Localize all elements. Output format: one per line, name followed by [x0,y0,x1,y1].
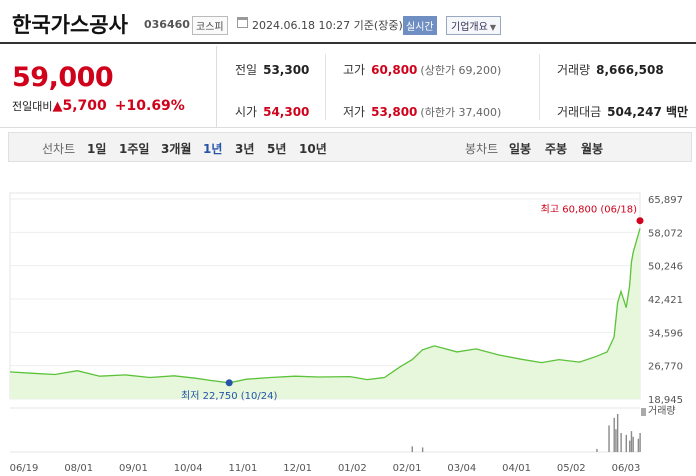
change-percent: +10.69% [114,98,185,114]
x-tick-label: 11/01 [228,463,257,474]
stat-value: 60,800 [371,63,418,77]
low-point-marker [225,379,233,387]
stock-header: 한국가스공사 036460 코스피 2024.06.18 10:27 기준(장중… [0,0,696,44]
stat-label: 저가 [343,105,366,119]
lower-limit: (하한가 37,400) [420,106,502,119]
stat-prev: 전일 53,300 [235,61,309,78]
line-chart-label: 선차트 [42,142,76,156]
candle-chart-label: 봉차트 [465,142,499,156]
y-tick-label: 42,421 [648,295,683,306]
stat-label: 시가 [235,105,258,119]
x-tick-label: 05/02 [557,463,586,474]
stat-volume: 거래량 8,666,508 [557,61,664,78]
calendar-icon [237,17,248,28]
volume-bar [629,440,631,452]
x-tick-label: 02/01 [393,463,422,474]
y-tick-label: 26,770 [648,362,683,373]
volume-bar [632,436,634,452]
tab-10-years[interactable]: 10년 [299,142,327,156]
stat-amount: 거래대금 504,247 백만 [557,103,688,120]
volume-bar [630,431,633,452]
stat-low: 저가 53,800 (하한가 37,400) [343,103,501,120]
stat-label: 고가 [343,63,366,77]
divider [539,54,540,120]
stat-open: 시가 54,300 [235,103,309,120]
y-tick-label: 50,246 [648,262,683,273]
tab-5-years[interactable]: 5년 [267,142,287,156]
realtime-button[interactable]: 실시간 [403,16,437,35]
divider [325,54,326,120]
x-tick-label: 01/02 [338,463,367,474]
y-tick-label: 18,945 [648,395,683,406]
tab-monthly-candle[interactable]: 월봉 [581,142,604,156]
x-tick-label: 09/01 [119,463,148,474]
upper-limit: (상한가 69,200) [420,64,502,77]
stat-value: 504,247 백만 [607,105,689,119]
x-tick-label: 06/19 [10,463,39,474]
stock-name: 한국가스공사 [12,13,128,37]
tab-3-months[interactable]: 3개월 [161,142,192,156]
chevron-down-icon: ▼ [489,23,496,32]
stat-value: 54,300 [263,105,310,119]
x-tick-label: 12/01 [283,463,312,474]
stat-value: 53,300 [263,63,310,77]
volume-bar [596,448,598,452]
volume-bar [615,429,617,452]
tab-1-day[interactable]: 1일 [87,142,107,156]
volume-bar [625,434,627,452]
x-tick-label: 04/01 [502,463,531,474]
x-tick-label: 03/04 [447,463,476,474]
volume-label: 거래량 [648,405,676,417]
y-tick-label: 58,072 [648,228,683,239]
volume-bar [639,433,641,452]
up-arrow-icon: ▲ [52,99,63,114]
low-point-label: 최저 22,750 (10/24) [181,390,277,402]
x-tick-label: 10/04 [174,463,203,474]
chart-period-tabs: 선차트 1일 1주일 3개월 1년 3년 5년 10년 봉차트 일봉 주봉 월봉 [8,132,692,162]
current-price-panel: 59,000 전일대비▲5,700 +10.69% [0,46,217,128]
corp-overview-label: 기업개요 [451,22,488,33]
tab-1-year[interactable]: 1년 [203,142,223,156]
volume-bar [616,414,619,452]
price-stats-panel: 전일 53,300 고가 60,800 (상한가 69,200) 거래량 8,666,5… [217,46,696,128]
tab-weekly-candle[interactable]: 주봉 [545,142,568,156]
timestamp: 2024.06.18 10:27 기준(장중) [252,19,403,32]
price-chart: 65,897 58,072 50,246 42,421 34,596 26,770 18,9… [9,192,683,474]
price-area [10,228,640,399]
volume-bar [620,433,622,452]
high-point-marker [636,217,644,225]
volume-bar [637,438,640,452]
stat-value: 8,666,508 [596,63,664,77]
tab-1-week[interactable]: 1주일 [119,142,150,156]
prev-close-label: 전일대비 [12,100,53,113]
price-line [9,228,641,384]
y-tick-label: 34,596 [648,328,683,339]
volume-bar [421,447,424,452]
price-change-row: 전일대비▲5,700 +10.69% [12,98,185,114]
high-point-label: 최고 60,800 (06/18) [541,204,637,216]
market-badge: 코스피 [192,16,228,35]
x-tick-label: 08/01 [64,463,93,474]
change-value: 5,700 [62,98,107,114]
stock-code: 036460 [144,18,190,31]
x-tick-label: 06/03 [612,463,641,474]
corp-overview-dropdown[interactable]: 기업개요 ▼ [446,16,501,35]
tab-3-years[interactable]: 3년 [235,142,255,156]
current-price: 59,000 [12,62,114,93]
volume-bar [608,425,610,452]
volume-legend-swatch [641,408,646,416]
stat-label: 거래대금 [557,105,602,119]
tab-daily-candle[interactable]: 일봉 [509,142,532,156]
y-tick-label: 65,897 [648,195,683,206]
volume-bar [613,417,615,452]
stat-high: 고가 60,800 (상한가 69,200) [343,61,501,78]
stat-label: 전일 [235,63,258,77]
volume-bar [411,446,413,452]
stat-label: 거래량 [557,63,591,77]
stat-value: 53,800 [371,105,418,119]
